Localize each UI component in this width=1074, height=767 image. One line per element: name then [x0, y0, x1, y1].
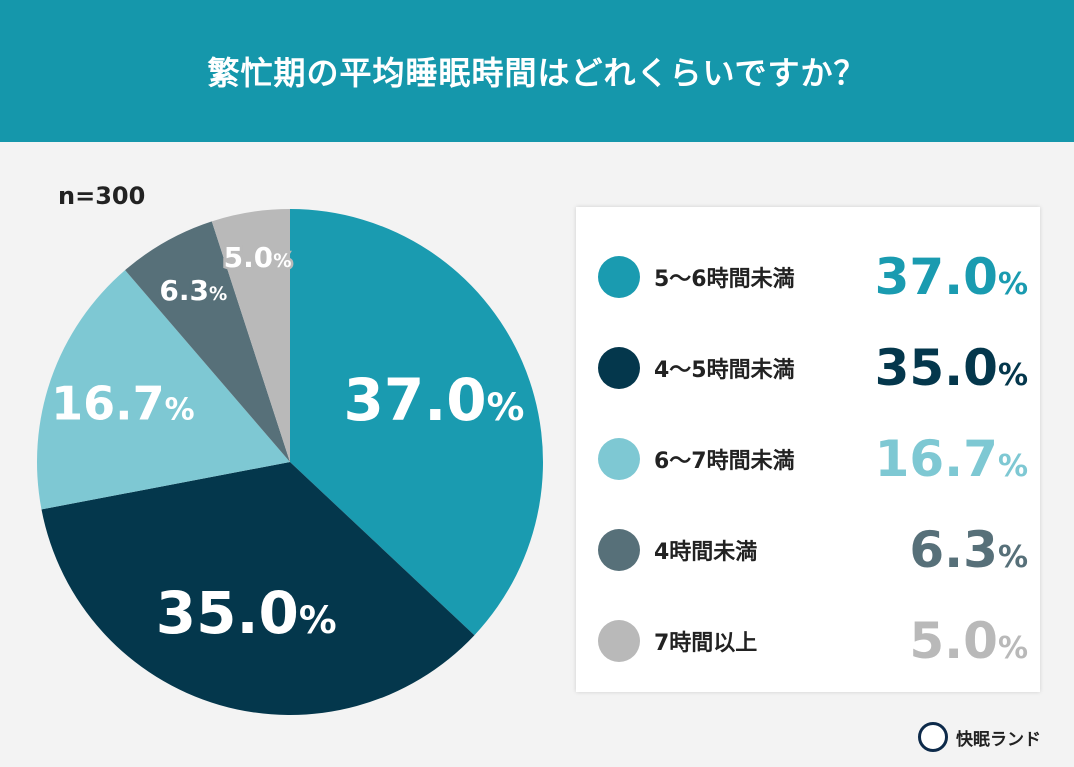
legend-item: 6〜7時間未満 16.7% — [576, 429, 1040, 489]
legend-value: 16.7% — [874, 430, 1028, 488]
legend-swatch — [598, 438, 640, 480]
pie-slice — [41, 462, 475, 715]
legend-label: 5〜6時間未満 — [654, 267, 795, 292]
legend-label: 6〜7時間未満 — [654, 449, 795, 474]
slice-label: 6.3% — [159, 274, 227, 307]
legend-item: 4時間未満 6.3% — [576, 520, 1040, 580]
legend-label: 4時間未満 — [654, 540, 758, 565]
pie-slice — [290, 209, 544, 636]
pie-slice — [125, 221, 291, 462]
legend-swatch — [598, 256, 640, 298]
legend-item: 7時間以上 5.0% — [576, 611, 1040, 671]
brand-name: 快眠ランド — [956, 729, 1041, 750]
legend-label: 7時間以上 — [654, 631, 758, 656]
legend-swatch — [598, 620, 640, 662]
legend-swatch — [598, 529, 640, 571]
legend-value: 37.0% — [874, 248, 1028, 306]
logo-mark-icon — [918, 722, 948, 752]
legend-item: 5〜6時間未満 37.0% — [576, 247, 1040, 307]
legend-value: 35.0% — [874, 339, 1028, 397]
legend-item: 4〜5時間未満 35.0% — [576, 338, 1040, 398]
pie-chart: 37.0%35.0%16.7%6.3%5.0% — [36, 209, 544, 715]
legend-value: 6.3% — [909, 521, 1028, 579]
legend-swatch — [598, 347, 640, 389]
sample-size: n=300 — [58, 182, 146, 210]
title-banner: 繁忙期の平均睡眠時間はどれくらいですか？ — [0, 0, 1074, 142]
brand-logo: 快眠ランド — [918, 722, 1041, 752]
pie-slice — [211, 209, 290, 462]
chart-title: 繁忙期の平均睡眠時間はどれくらいですか？ — [207, 54, 867, 92]
pie-slice — [36, 270, 290, 510]
legend-label: 4〜5時間未満 — [654, 358, 795, 383]
legend: 5〜6時間未満 37.0% 4〜5時間未満 35.0% 6〜7時間未満 16.7% 4時間未… — [576, 207, 1040, 692]
legend-value: 5.0% — [909, 612, 1028, 670]
